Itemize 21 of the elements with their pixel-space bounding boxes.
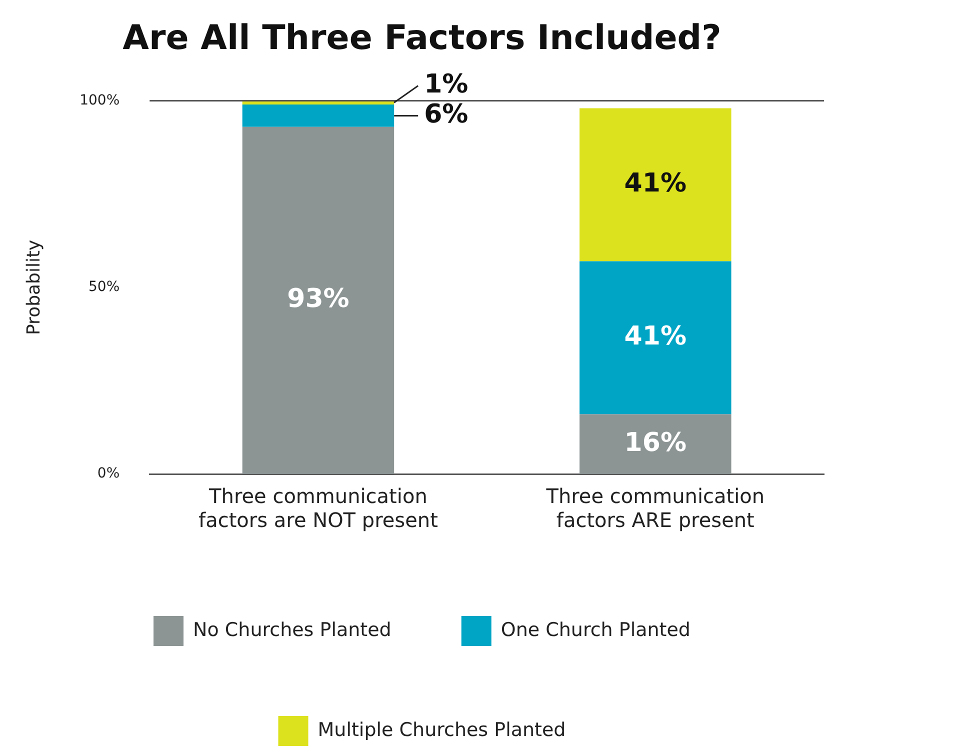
y-tick-label: 100% <box>80 92 120 108</box>
data-label: 93% <box>287 284 350 314</box>
x-tick-label: Three communication factors are NOT present <box>198 484 438 532</box>
y-axis-title: Probability <box>23 239 44 335</box>
x-tick-label: Three communication factors ARE present <box>545 484 765 532</box>
bar <box>580 261 732 414</box>
bar <box>580 414 732 474</box>
data-label: 1% <box>424 69 468 100</box>
y-tick-label: 50% <box>88 279 120 296</box>
data-label: 41% <box>624 168 687 199</box>
bar <box>242 104 394 127</box>
legend-label: Multiple Churches Planted <box>318 718 566 741</box>
bar <box>580 108 732 262</box>
y-tick-label: 0% <box>97 466 120 482</box>
data-label: 6% <box>424 99 468 130</box>
bar <box>242 126 394 474</box>
legend-label: One Church Planted <box>500 618 690 641</box>
data-label: 16% <box>624 428 687 458</box>
legend-label: No Churches Planted <box>193 618 392 641</box>
data-label: 41% <box>624 322 687 352</box>
chart-title: Are All Three Factors Included? <box>122 18 722 58</box>
